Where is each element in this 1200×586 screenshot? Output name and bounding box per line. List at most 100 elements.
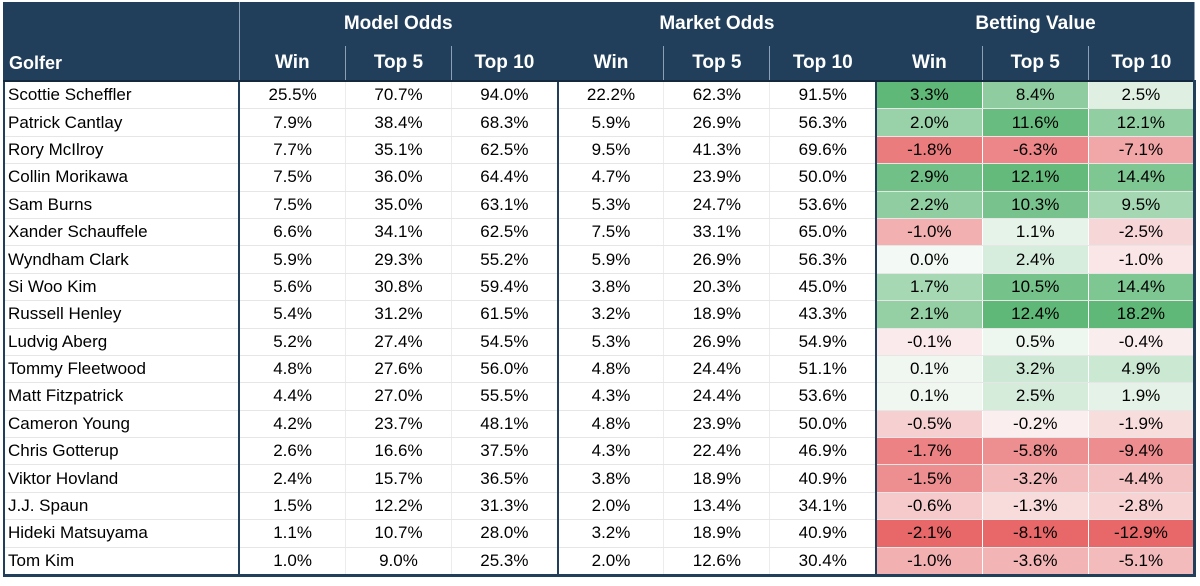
cell-market-top10: 69.6%: [769, 136, 878, 165]
cell-market-top5: 23.9%: [663, 163, 771, 192]
cell-market-top5: 41.3%: [663, 136, 771, 165]
cell-market-top5: 24.7%: [663, 191, 771, 219]
cell-model-top10: 31.3%: [451, 492, 559, 521]
cell-value-top5: 12.1%: [982, 163, 1089, 192]
cell-model-win: 7.7%: [239, 136, 346, 165]
golfer-name-cell: J.J. Spaun: [4, 492, 241, 521]
cell-model-win: 1.5%: [239, 492, 346, 521]
cell-model-win: 2.6%: [239, 437, 346, 466]
cell-value-win: 0.1%: [876, 382, 983, 411]
cell-market-win: 4.8%: [557, 410, 665, 439]
table-header: Model Odds Market Odds Betting Value Gol…: [4, 2, 1196, 82]
cell-value-win: -0.6%: [876, 492, 983, 521]
column-header-value-win: Win: [876, 46, 983, 82]
golfer-name-cell: Xander Schauffele: [4, 218, 241, 247]
column-header-row: Golfer Win Top 5 Top 10 Win Top 5 Top 10…: [4, 46, 1196, 82]
column-header-model-top5: Top 5: [345, 46, 453, 82]
cell-value-top5: 12.4%: [982, 300, 1089, 329]
cell-market-top10: 43.3%: [769, 300, 878, 329]
cell-model-top10: 55.5%: [451, 382, 559, 411]
table-row: Viktor Hovland 2.4% 15.7% 36.5% 3.8% 18.9% 40.…: [4, 464, 1197, 493]
table-row: Cameron Young 4.2% 23.7% 48.1% 4.8% 23.9% 50.0…: [4, 410, 1197, 439]
table-row: Sam Burns 7.5% 35.0% 63.1% 5.3% 24.7% 53.6% 2.2…: [4, 191, 1197, 219]
cell-value-top5: 11.6%: [982, 108, 1089, 137]
cell-value-top10: -5.1%: [1088, 547, 1197, 578]
cell-value-top10: 2.5%: [1088, 81, 1197, 110]
cell-value-top5: 10.5%: [982, 273, 1089, 302]
table-row: Tom Kim 1.0% 9.0% 25.3% 2.0% 12.6% 30.4% -1.0% -…: [4, 547, 1197, 578]
cell-market-top10: 50.0%: [769, 410, 878, 439]
cell-market-top5: 18.9%: [663, 519, 771, 548]
table-row: Rory McIlroy 7.7% 35.1% 62.5% 9.5% 41.3% 69.6%…: [4, 136, 1197, 165]
table-row: Collin Morikawa 7.5% 36.0% 64.4% 4.7% 23.9% 50…: [4, 163, 1197, 192]
golfer-name-cell: Ludvig Aberg: [4, 328, 241, 356]
cell-value-top5: 0.5%: [982, 328, 1089, 356]
cell-value-win: -2.1%: [876, 519, 983, 548]
golfer-name-cell: Si Woo Kim: [4, 273, 241, 302]
cell-value-win: 0.0%: [876, 245, 983, 274]
cell-model-win: 5.2%: [239, 328, 346, 356]
cell-model-top5: 10.7%: [345, 519, 453, 548]
golfer-name-cell: Scottie Scheffler: [4, 81, 241, 110]
golfer-name-cell: Sam Burns: [4, 191, 241, 219]
golfer-name-cell: Collin Morikawa: [4, 163, 241, 192]
cell-model-top10: 62.5%: [451, 136, 559, 165]
cell-market-win: 4.3%: [557, 382, 665, 411]
table-row: Patrick Cantlay 7.9% 38.4% 68.3% 5.9% 26.9% 56…: [4, 108, 1197, 137]
cell-value-win: -1.5%: [876, 464, 983, 493]
cell-model-top10: 48.1%: [451, 410, 559, 439]
table-row: J.J. Spaun 1.5% 12.2% 31.3% 2.0% 13.4% 34.1% -0…: [4, 492, 1197, 521]
cell-value-top5: 10.3%: [982, 191, 1089, 219]
cell-model-top5: 29.3%: [345, 245, 453, 274]
cell-market-top10: 51.1%: [769, 355, 878, 384]
cell-model-win: 4.2%: [239, 410, 346, 439]
cell-model-top10: 61.5%: [451, 300, 559, 329]
table-row: Xander Schauffele 6.6% 34.1% 62.5% 7.5% 33.1%…: [4, 218, 1197, 247]
cell-value-win: 0.1%: [876, 355, 983, 384]
golfer-name-cell: Russell Henley: [4, 300, 241, 329]
cell-model-top5: 9.0%: [345, 547, 453, 578]
cell-model-top5: 30.8%: [345, 273, 453, 302]
cell-model-top5: 36.0%: [345, 163, 453, 192]
table-row: Matt Fitzpatrick 4.4% 27.0% 55.5% 4.3% 24.4% 5…: [4, 382, 1197, 411]
cell-value-top5: 2.4%: [982, 245, 1089, 274]
cell-value-top10: 12.1%: [1088, 108, 1197, 137]
betting-odds-table: Model Odds Market Odds Betting Value Gol…: [3, 2, 1197, 578]
cell-model-top5: 23.7%: [345, 410, 453, 439]
cell-market-top10: 65.0%: [769, 218, 878, 247]
cell-value-top10: -7.1%: [1088, 136, 1197, 165]
cell-market-top5: 22.4%: [663, 437, 771, 466]
cell-market-top5: 13.4%: [663, 492, 771, 521]
cell-model-top5: 35.0%: [345, 191, 453, 219]
cell-value-top10: 9.5%: [1088, 191, 1197, 219]
cell-model-top10: 94.0%: [451, 81, 559, 110]
cell-market-top5: 20.3%: [663, 273, 771, 302]
cell-value-top5: 8.4%: [982, 81, 1089, 110]
cell-model-win: 1.0%: [239, 547, 346, 578]
cell-model-top10: 59.4%: [451, 273, 559, 302]
cell-market-top5: 62.3%: [663, 81, 771, 110]
cell-market-top10: 40.9%: [769, 519, 878, 548]
table-body: Scottie Scheffler 25.5% 70.7% 94.0% 22.2% 62.…: [4, 81, 1197, 578]
group-header-betting-value: Betting Value: [876, 2, 1196, 46]
cell-market-win: 3.2%: [557, 300, 665, 329]
cell-market-top5: 26.9%: [663, 108, 771, 137]
cell-model-win: 2.4%: [239, 464, 346, 493]
cell-value-top10: 4.9%: [1088, 355, 1197, 384]
cell-value-top5: 2.5%: [982, 382, 1089, 411]
cell-market-top5: 33.1%: [663, 218, 771, 247]
cell-market-win: 2.0%: [557, 547, 665, 578]
cell-value-win: 2.1%: [876, 300, 983, 329]
cell-market-win: 5.9%: [557, 245, 665, 274]
cell-value-win: 2.0%: [876, 108, 983, 137]
cell-market-top5: 12.6%: [663, 547, 771, 578]
group-header-row: Model Odds Market Odds Betting Value: [4, 2, 1196, 46]
cell-value-top10: 14.4%: [1088, 273, 1197, 302]
group-header-model-odds: Model Odds: [239, 2, 559, 46]
table-row: Tommy Fleetwood 4.8% 27.6% 56.0% 4.8% 24.4% 51…: [4, 355, 1197, 384]
cell-market-win: 3.2%: [557, 519, 665, 548]
cell-market-top5: 26.9%: [663, 245, 771, 274]
cell-value-win: -1.8%: [876, 136, 983, 165]
cell-market-top5: 18.9%: [663, 464, 771, 493]
cell-model-win: 7.9%: [239, 108, 346, 137]
